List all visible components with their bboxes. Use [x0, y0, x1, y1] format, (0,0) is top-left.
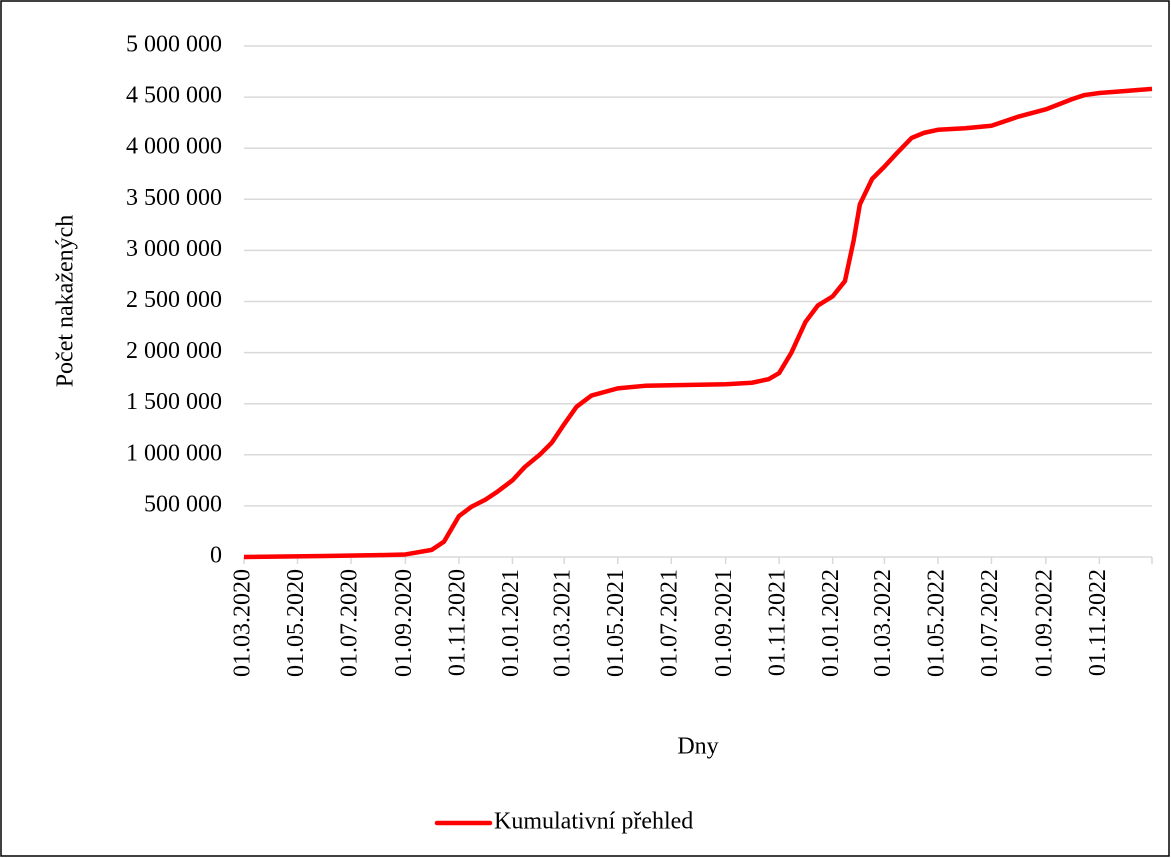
- x-tick-label: 01.01.2021: [498, 569, 524, 677]
- y-tick-label: 3 000 000: [126, 236, 222, 262]
- y-tick-label: 4 500 000: [126, 83, 222, 109]
- x-tick-label: 01.11.2022: [1085, 569, 1111, 676]
- x-tick-label: 01.09.2020: [391, 569, 417, 677]
- y-tick-label: 4 000 000: [126, 134, 222, 160]
- y-tick-label: 500 000: [144, 491, 222, 517]
- x-tick-label: 01.05.2020: [283, 569, 309, 677]
- x-tick-label: 01.11.2020: [444, 569, 470, 676]
- x-tick-label: 01.05.2022: [923, 569, 949, 677]
- x-tick-label: 01.09.2021: [711, 569, 737, 677]
- y-tick-label: 2 500 000: [126, 287, 222, 313]
- x-tick-label: 01.07.2021: [657, 569, 683, 677]
- y-axis-label: Počet nakažených: [53, 215, 79, 388]
- x-tick-label: 01.03.2022: [870, 569, 896, 677]
- y-tick-label: 3 500 000: [126, 185, 222, 211]
- y-tick-label: 5 000 000: [126, 32, 222, 58]
- y-tick-label: 1 000 000: [126, 440, 222, 466]
- x-tick-label: 01.03.2020: [230, 569, 256, 677]
- x-tick-label: 01.01.2022: [818, 569, 844, 677]
- legend-label: Kumulativní přehled: [494, 809, 693, 835]
- x-axis-label: Dny: [677, 734, 718, 760]
- y-tick-label: 1 500 000: [126, 389, 222, 415]
- x-tick-label: 01.07.2020: [337, 569, 363, 677]
- x-tick-label: 01.03.2021: [550, 569, 576, 677]
- x-tick-label: 01.09.2022: [1031, 569, 1057, 677]
- x-tick-label: 01.11.2021: [765, 569, 791, 676]
- x-tick-label: 01.05.2021: [603, 569, 629, 677]
- y-tick-label: 2 000 000: [126, 338, 222, 364]
- x-tick-label: 01.07.2022: [977, 569, 1003, 677]
- y-tick-label: 0: [210, 543, 222, 569]
- data-line: [243, 86, 1153, 560]
